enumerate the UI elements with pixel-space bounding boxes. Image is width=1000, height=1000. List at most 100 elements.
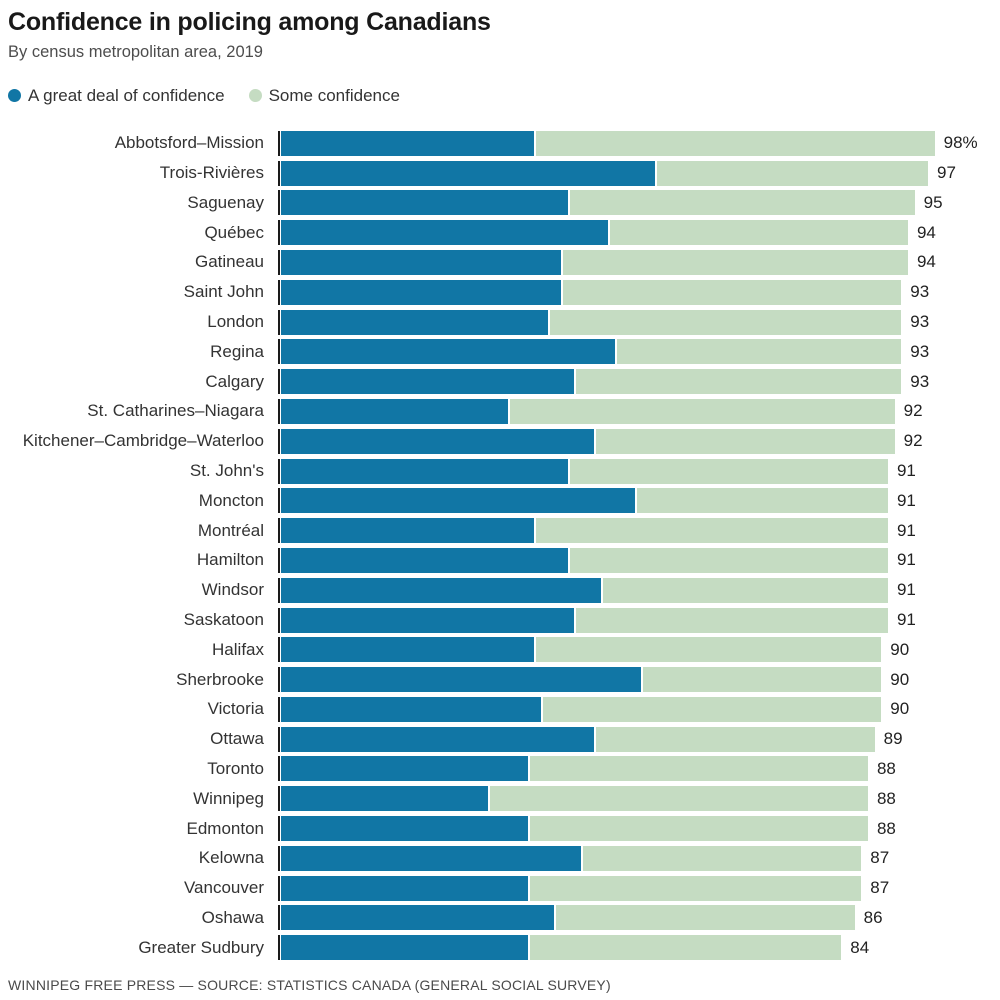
table-row: Ottawa 89 bbox=[8, 726, 992, 752]
bar-segment-great-deal bbox=[281, 845, 582, 871]
bar-segment-some bbox=[656, 160, 928, 186]
total-value-label: 93 bbox=[910, 341, 930, 361]
total-value-label: 95 bbox=[923, 192, 943, 212]
page-subtitle: By census metropolitan area, 2019 bbox=[8, 42, 263, 61]
category-label: Windsor bbox=[201, 580, 264, 600]
bar-segment-some bbox=[576, 369, 902, 395]
table-row: Sherbrooke 90 bbox=[8, 667, 992, 693]
table-row: St. John's 91 bbox=[8, 458, 992, 484]
bar-segment-some bbox=[536, 637, 882, 663]
total-value-label: 91 bbox=[896, 580, 916, 600]
bar-segment-some bbox=[529, 756, 868, 782]
total-value-label: 91 bbox=[896, 461, 916, 481]
category-label: Montréal bbox=[197, 520, 264, 540]
page-title: Confidence in policing among Canadians bbox=[8, 8, 491, 36]
table-row: Trois-Rivières 97 bbox=[8, 160, 992, 186]
bar-track: 95 bbox=[278, 190, 992, 216]
bar-segment-great-deal bbox=[281, 428, 595, 454]
table-row: Regina 93 bbox=[8, 339, 992, 365]
total-value-label: 91 bbox=[896, 610, 916, 629]
bar-track: 84 bbox=[278, 935, 992, 961]
source-credit: WINNIPEG FREE PRESS — SOURCE: STATISTICS… bbox=[8, 977, 611, 993]
category-label: Saint John bbox=[183, 282, 264, 302]
legend-dot-some-icon bbox=[248, 89, 262, 103]
bar-track: 91 bbox=[278, 458, 992, 484]
category-label: Moncton bbox=[198, 490, 264, 510]
total-value-label: 93 bbox=[910, 371, 930, 391]
total-value-label: 92 bbox=[903, 401, 923, 421]
total-value-label: 97 bbox=[936, 163, 956, 183]
table-row: Edmonton 88 bbox=[8, 816, 992, 842]
bar-segment-some bbox=[576, 607, 888, 633]
total-value-label: 88 bbox=[876, 758, 896, 778]
category-label: St. John's bbox=[189, 461, 264, 481]
bar-segment-some bbox=[529, 875, 862, 901]
bar-track: 90 bbox=[278, 667, 992, 693]
total-value-label: 93 bbox=[910, 282, 930, 302]
legend-item-great-deal: A great deal of confidence bbox=[8, 86, 225, 106]
table-row: Winnipeg 88 bbox=[8, 786, 992, 812]
bar-segment-some bbox=[549, 309, 902, 335]
bar-track: 88 bbox=[278, 756, 992, 782]
total-value-label: 90 bbox=[890, 639, 910, 659]
category-label: Abbotsford–Mission bbox=[114, 133, 264, 153]
total-value-label: 94 bbox=[916, 222, 936, 242]
table-row: London 93 bbox=[8, 309, 992, 335]
bar-segment-great-deal bbox=[281, 905, 555, 931]
bar-track: 90 bbox=[278, 637, 992, 663]
bar-segment-some bbox=[489, 786, 868, 812]
bar-segment-some bbox=[596, 726, 875, 752]
bar-segment-great-deal bbox=[281, 667, 642, 693]
table-row: Vancouver 87 bbox=[8, 875, 992, 901]
total-value-label: 90 bbox=[890, 669, 910, 689]
bar-track: 91 bbox=[278, 518, 992, 544]
category-label: Saguenay bbox=[187, 192, 264, 212]
bar-track: 88 bbox=[278, 816, 992, 842]
bar-segment-great-deal bbox=[281, 458, 568, 484]
total-value-label: 88 bbox=[876, 818, 896, 838]
category-label: Vancouver bbox=[183, 878, 264, 898]
bar-segment-some bbox=[643, 667, 882, 693]
bar-segment-some bbox=[583, 845, 862, 871]
table-row: Oshawa 86 bbox=[8, 905, 992, 931]
category-label: Victoria bbox=[207, 699, 264, 719]
bar-segment-some bbox=[556, 905, 855, 931]
bar-segment-great-deal bbox=[281, 726, 595, 752]
legend-dot-great-deal-icon bbox=[8, 89, 21, 103]
bar-segment-great-deal bbox=[281, 160, 655, 186]
bar-track: 92 bbox=[278, 428, 992, 454]
category-label: Toronto bbox=[207, 758, 264, 778]
bar-track: 94 bbox=[278, 220, 992, 246]
table-row: St. Catharines–Niagara 92 bbox=[8, 398, 992, 424]
bar-segment-some bbox=[616, 339, 902, 365]
bar-track: 98% bbox=[278, 130, 992, 156]
bar-segment-great-deal bbox=[281, 130, 535, 156]
bar-segment-some bbox=[529, 935, 842, 961]
bar-segment-great-deal bbox=[281, 398, 508, 424]
table-row: Saguenay 95 bbox=[8, 190, 992, 216]
table-row: Montréal 91 bbox=[8, 518, 992, 544]
category-label: St. Catharines–Niagara bbox=[87, 401, 264, 421]
category-label: Québec bbox=[204, 222, 264, 242]
bar-segment-great-deal bbox=[281, 309, 548, 335]
total-value-label: 87 bbox=[870, 878, 890, 898]
bar-track: 91 bbox=[278, 577, 992, 603]
bar-segment-great-deal bbox=[281, 369, 575, 395]
category-label: Hamilton bbox=[196, 550, 264, 570]
category-label: Halifax bbox=[212, 639, 264, 659]
legend-label-some: Some confidence bbox=[268, 85, 400, 105]
bar-segment-great-deal bbox=[281, 816, 528, 842]
table-row: Moncton 91 bbox=[8, 488, 992, 514]
category-label: London bbox=[207, 312, 264, 332]
bar-segment-some bbox=[636, 488, 888, 514]
table-row: Saint John 93 bbox=[8, 279, 992, 305]
legend-item-some: Some confidence bbox=[248, 85, 400, 106]
category-label: Ottawa bbox=[210, 729, 264, 749]
table-row: Calgary 93 bbox=[8, 369, 992, 395]
bar-segment-some bbox=[536, 130, 935, 156]
bar-segment-some bbox=[563, 249, 908, 275]
table-row: Kelowna 87 bbox=[8, 845, 992, 871]
bar-track: 94 bbox=[278, 249, 992, 275]
bar-track: 92 bbox=[278, 398, 992, 424]
